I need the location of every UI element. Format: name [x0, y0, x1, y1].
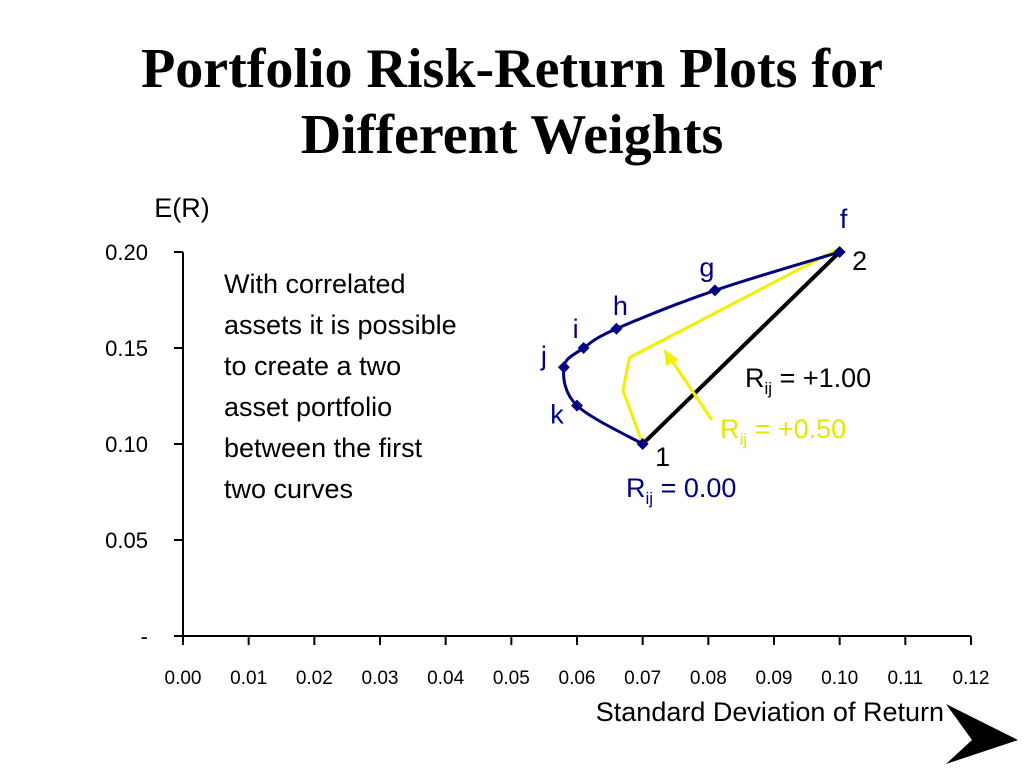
chart-labels: kji h g f 1 2 Rij = 0.00 Rij = +0.50 Rij = +1.00	[540, 204, 871, 508]
y-tick-label: 0.05	[105, 528, 148, 553]
y-axis-label: E(R)	[154, 193, 210, 223]
data-point-marker	[571, 399, 583, 412]
y-tick-label: 0.10	[105, 432, 148, 457]
series-label-2: Rij = +1.00	[745, 363, 871, 398]
chart-series	[557, 246, 846, 450]
y-tick-label: 0.15	[105, 336, 148, 361]
x-tick-label: 0.00	[165, 668, 202, 689]
slide-title: Portfolio Risk-Return Plots for Differen…	[0, 36, 1024, 168]
next-slide-arrow-icon[interactable]	[944, 700, 1020, 766]
pointer-arrow-line	[668, 357, 714, 421]
note-line: between the first	[224, 433, 423, 463]
x-axis-label: Standard Deviation of Return	[596, 697, 944, 727]
series-line-2	[641, 250, 842, 446]
data-point-marker	[610, 322, 623, 335]
y-tick-label: 0.20	[105, 240, 148, 265]
pointer-arrow-head	[664, 349, 679, 366]
note-line: With correlated	[224, 269, 406, 299]
point-label-h: h	[613, 291, 628, 321]
x-tick-label: 0.10	[821, 668, 858, 689]
x-tick-label: 0.09	[756, 668, 793, 689]
slide-title-line-1: Portfolio Risk-Return Plots for	[141, 38, 883, 100]
x-tick-label: 0.01	[230, 668, 267, 689]
y-tick-label: -	[141, 624, 148, 649]
x-tick-label: 0.06	[559, 668, 596, 689]
endpoint-label-2: 2	[852, 246, 867, 276]
point-label-j: j	[540, 341, 547, 371]
series-label-0: Rij = 0.00	[626, 473, 736, 508]
x-tick-label: 0.12	[953, 668, 990, 689]
point-label-i: i	[573, 314, 579, 344]
point-label-g: g	[699, 252, 714, 282]
x-tick-label: 0.05	[493, 668, 530, 689]
point-label-k: k	[550, 400, 564, 430]
x-tick-label: 0.04	[427, 668, 464, 689]
data-point-marker	[636, 438, 649, 450]
data-point-marker	[708, 284, 721, 297]
note-line: to create a two	[224, 351, 402, 381]
series-line-1	[621, 246, 841, 445]
annotation-note: With correlated assets it is possible to…	[224, 264, 524, 510]
note-line: assets it is possible	[224, 310, 457, 340]
note-line: asset portfolio	[224, 392, 393, 422]
data-point-marker	[557, 361, 570, 374]
slide-title-line-2: Different Weights	[300, 104, 724, 166]
x-tick-label: 0.07	[624, 668, 661, 689]
x-tick-label: 0.03	[362, 668, 399, 689]
x-tick-label: 0.11	[888, 668, 924, 689]
x-tick-label: 0.08	[690, 668, 727, 689]
point-label-f: f	[840, 204, 848, 234]
chart-axes: - 0.05 0.10 0.15 0.20 0.00 0.01 0.02 0.03 0.04 0.0…	[105, 240, 989, 689]
data-point-marker	[577, 342, 590, 354]
x-tick-label: 0.02	[296, 668, 333, 689]
data-point-marker	[833, 246, 846, 258]
series-label-1: Rij = +0.50	[720, 414, 846, 449]
endpoint-label-1: 1	[655, 442, 670, 472]
note-line: two curves	[224, 474, 354, 504]
